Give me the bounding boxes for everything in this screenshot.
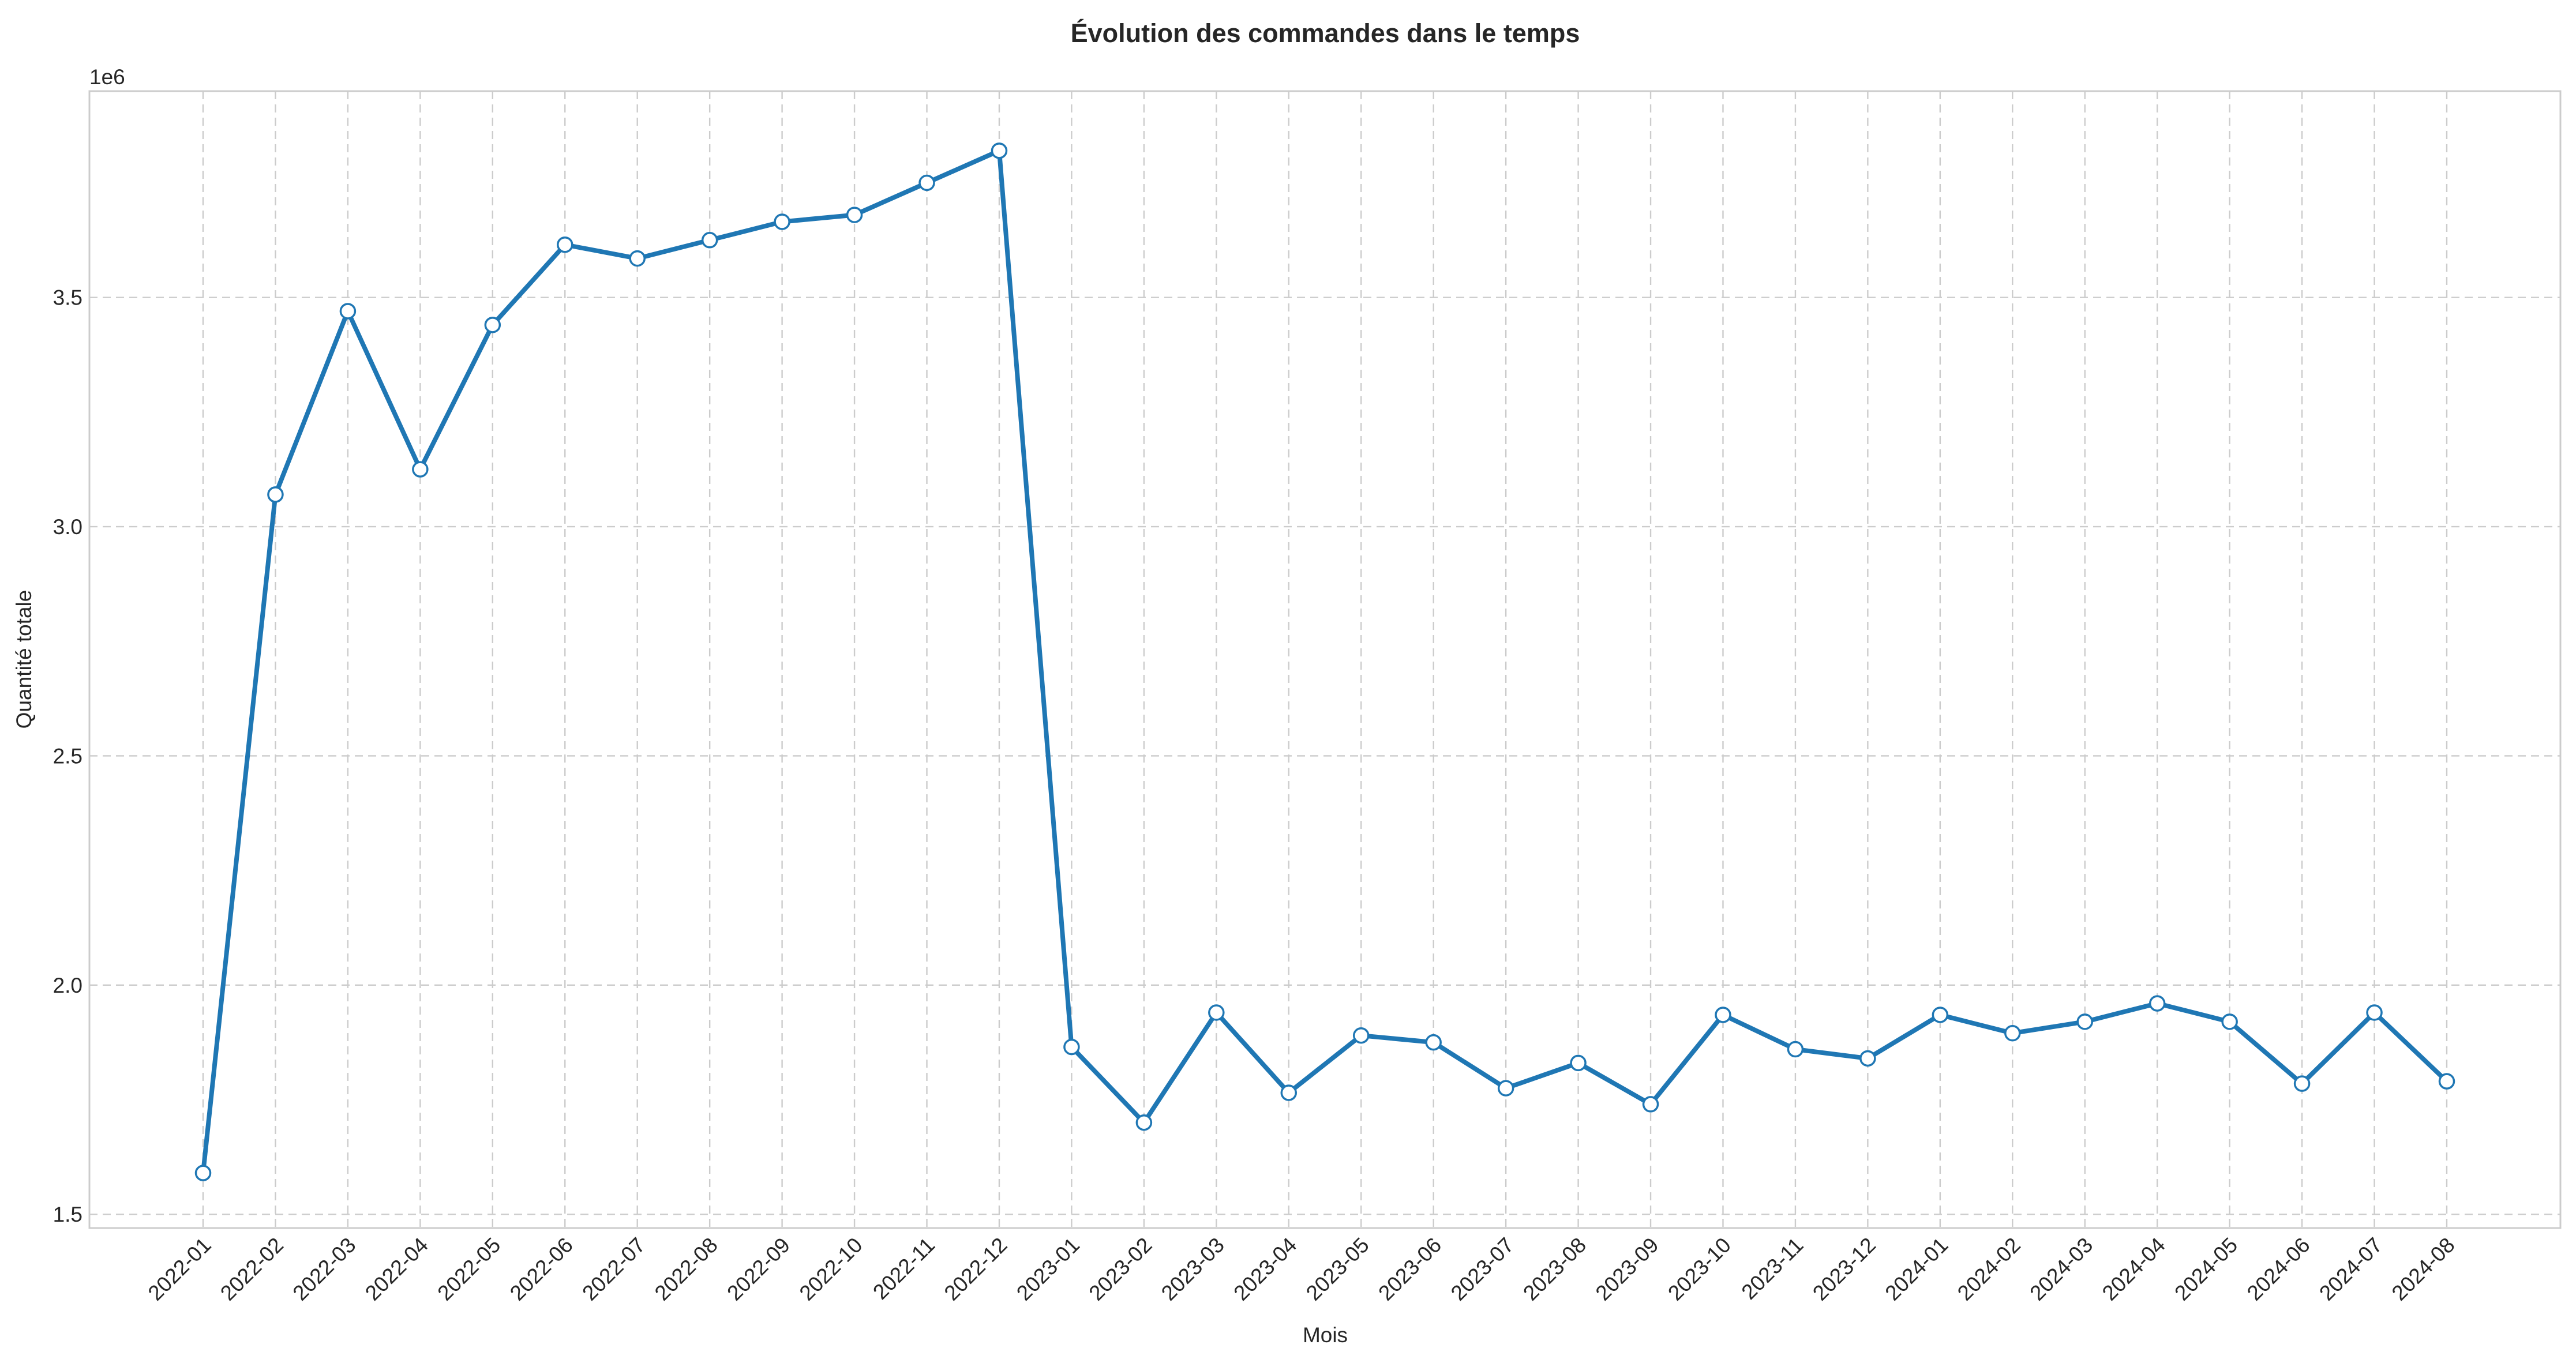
data-point xyxy=(2293,1075,2311,1092)
data-point xyxy=(2004,1024,2021,1042)
data-point xyxy=(2366,1004,2383,1021)
data-point xyxy=(484,317,501,333)
data-point xyxy=(1715,1007,1731,1023)
data-point xyxy=(918,174,935,192)
y-axis: 1.5 2.0 2.5 3.0 3.5 xyxy=(53,286,83,1227)
x-tick-label: 2024-06 xyxy=(2243,1233,2315,1305)
series-line xyxy=(201,148,2449,1176)
x-tick-label: 2023-12 xyxy=(1808,1233,1880,1305)
data-point xyxy=(1497,1080,1514,1097)
x-tick-label: 2024-03 xyxy=(2025,1233,2097,1305)
data-point xyxy=(2076,1013,2093,1030)
data-point xyxy=(2438,1073,2455,1090)
data-point xyxy=(1135,1114,1153,1131)
data-point xyxy=(1208,1004,1225,1021)
x-axis-label: Mois xyxy=(1303,1323,1348,1347)
data-point xyxy=(1932,1007,1949,1023)
y-tick-label: 2.5 xyxy=(53,744,83,768)
x-tick-label: 2023-05 xyxy=(1302,1233,1374,1305)
plot-frame xyxy=(88,90,2562,1229)
x-tick-label: 2022-12 xyxy=(940,1233,1012,1305)
x-tick-label: 2023-07 xyxy=(1446,1233,1518,1305)
data-point xyxy=(1280,1084,1298,1101)
chart-title: Évolution des commandes dans le temps xyxy=(1071,18,1580,48)
data-point xyxy=(267,486,284,503)
x-tick-label: 2024-07 xyxy=(2315,1233,2387,1305)
plot-series xyxy=(194,142,2455,1181)
x-tick-label: 2023-03 xyxy=(1157,1233,1229,1305)
y-tick-label: 3.5 xyxy=(53,286,83,310)
y-tick-label: 2.0 xyxy=(53,974,83,997)
x-tick-label: 2022-08 xyxy=(650,1233,722,1305)
data-point xyxy=(1425,1034,1442,1051)
y-axis-label: Quantité totale xyxy=(12,590,36,729)
x-tick-label: 2022-06 xyxy=(505,1233,578,1305)
data-point xyxy=(557,236,573,253)
data-point xyxy=(1570,1054,1587,1072)
data-point xyxy=(991,142,1008,159)
x-tick-label: 2022-10 xyxy=(795,1233,867,1305)
data-point xyxy=(339,303,357,320)
x-tick-label: 2022-11 xyxy=(868,1233,939,1304)
data-point xyxy=(701,232,718,249)
x-tick-label: 2023-02 xyxy=(1085,1233,1157,1305)
y-tick-label: 1.5 xyxy=(53,1203,83,1226)
grid xyxy=(89,91,2560,1228)
y-scale-offset-label: 1e6 xyxy=(89,65,125,89)
x-tick-label: 2023-08 xyxy=(1518,1233,1591,1305)
x-axis: 2022-01 2022-02 2022-03 2022-04 2022-05 2022-… xyxy=(144,1233,2459,1305)
x-tick-label: 2022-09 xyxy=(722,1233,794,1305)
x-tick-label: 2023-09 xyxy=(1591,1233,1663,1305)
data-point xyxy=(1859,1050,1876,1067)
x-tick-label: 2022-03 xyxy=(288,1233,361,1305)
data-point xyxy=(629,250,646,267)
x-tick-label: 2024-04 xyxy=(2098,1233,2170,1305)
data-point xyxy=(2148,995,2166,1012)
x-tick-label: 2022-04 xyxy=(361,1233,433,1305)
data-point xyxy=(774,213,790,230)
x-tick-label: 2023-01 xyxy=(1012,1233,1084,1305)
data-point xyxy=(2221,1013,2238,1030)
x-tick-label: 2022-02 xyxy=(216,1233,288,1305)
x-tick-label: 2024-08 xyxy=(2387,1233,2459,1305)
x-tick-label: 2022-05 xyxy=(433,1233,505,1305)
data-point xyxy=(846,206,863,223)
x-tick-label: 2023-11 xyxy=(1737,1233,1808,1304)
x-tick-label: 2024-01 xyxy=(1880,1233,1952,1305)
x-tick-label: 2022-01 xyxy=(144,1233,216,1305)
data-point xyxy=(194,1165,212,1181)
data-point xyxy=(1352,1027,1370,1044)
x-tick-label: 2023-04 xyxy=(1229,1233,1301,1305)
data-point xyxy=(1642,1096,1659,1113)
data-point xyxy=(1787,1041,1804,1058)
data-point xyxy=(412,461,429,478)
data-point xyxy=(1063,1038,1080,1056)
x-tick-label: 2024-05 xyxy=(2170,1233,2242,1305)
x-tick-label: 2023-10 xyxy=(1663,1233,1735,1305)
x-tick-label: 2023-06 xyxy=(1374,1233,1446,1305)
x-tick-label: 2024-02 xyxy=(1953,1233,2025,1305)
x-tick-label: 2022-07 xyxy=(578,1233,650,1305)
y-tick-label: 3.0 xyxy=(53,515,83,539)
